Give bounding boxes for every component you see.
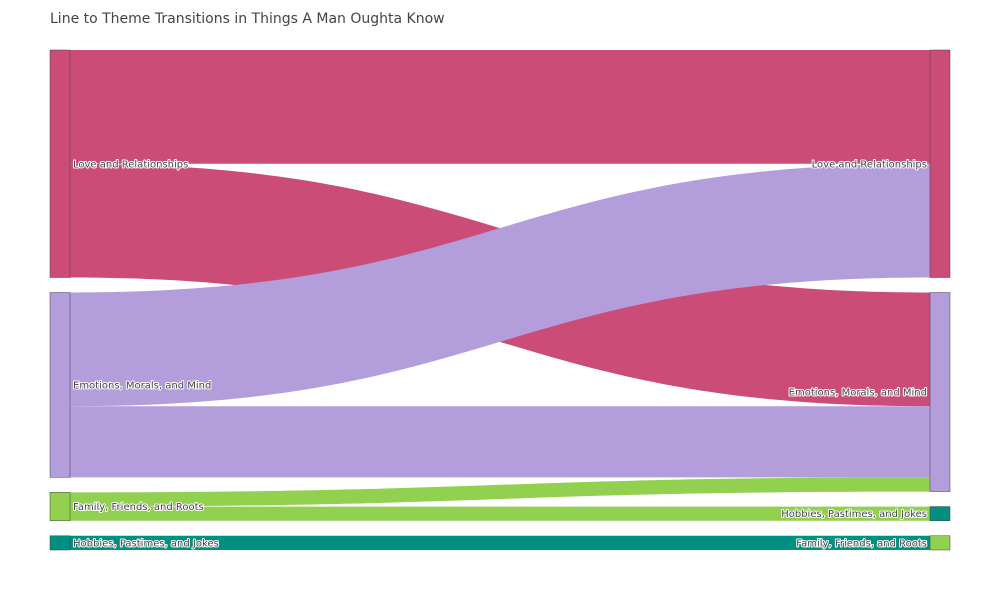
sankey-node-tgt-emotions[interactable] — [929, 292, 951, 492]
sankey-node-label-tgt-love: Love and Relationships — [812, 159, 927, 170]
sankey-node-label-src-hobbies: Hobbies, Pastimes, and Jokes — [73, 538, 219, 549]
sankey-node-label-tgt-hobbies: Hobbies, Pastimes, and Jokes — [781, 509, 927, 520]
sankey-node-label-src-emotions: Emotions, Morals, and Mind — [73, 380, 211, 391]
sankey-link-src-love-to-tgt-love[interactable] — [70, 50, 930, 164]
sankey-node-label-src-family: Family, Friends, and Roots — [73, 502, 204, 513]
sankey-node-tgt-love[interactable] — [929, 49, 951, 278]
sankey-link-src-family-to-tgt-hobbies[interactable] — [70, 506, 930, 521]
sankey-labels: Love and Relationships Emotions, Morals, … — [72, 158, 928, 550]
sankey-link-src-hobbies-to-tgt-family[interactable] — [70, 535, 930, 550]
sankey-link-src-family-to-tgt-emotions[interactable] — [70, 477, 930, 507]
sankey-link-src-emotions-to-tgt-emotions[interactable] — [70, 406, 930, 478]
sankey-node-tgt-family[interactable] — [929, 535, 951, 551]
sankey-node-label-tgt-emotions: Emotions, Morals, and Mind — [789, 388, 927, 399]
sankey-node-src-love[interactable] — [49, 49, 71, 278]
sankey-node-src-family[interactable] — [49, 492, 71, 522]
sankey-node-tgt-hobbies[interactable] — [929, 506, 951, 522]
sankey-node-label-src-love: Love and Relationships — [73, 159, 188, 170]
chart-title: Line to Theme Transitions in Things A Ma… — [50, 11, 445, 27]
sankey-link-src-emotions-to-tgt-love[interactable] — [70, 163, 930, 407]
sankey-nodes — [49, 49, 951, 551]
sankey-node-label-tgt-family: Family, Friends, and Roots — [796, 538, 927, 549]
sankey-node-src-hobbies[interactable] — [49, 535, 71, 551]
sankey-node-src-emotions[interactable] — [49, 292, 71, 478]
sankey-links — [70, 50, 930, 550]
